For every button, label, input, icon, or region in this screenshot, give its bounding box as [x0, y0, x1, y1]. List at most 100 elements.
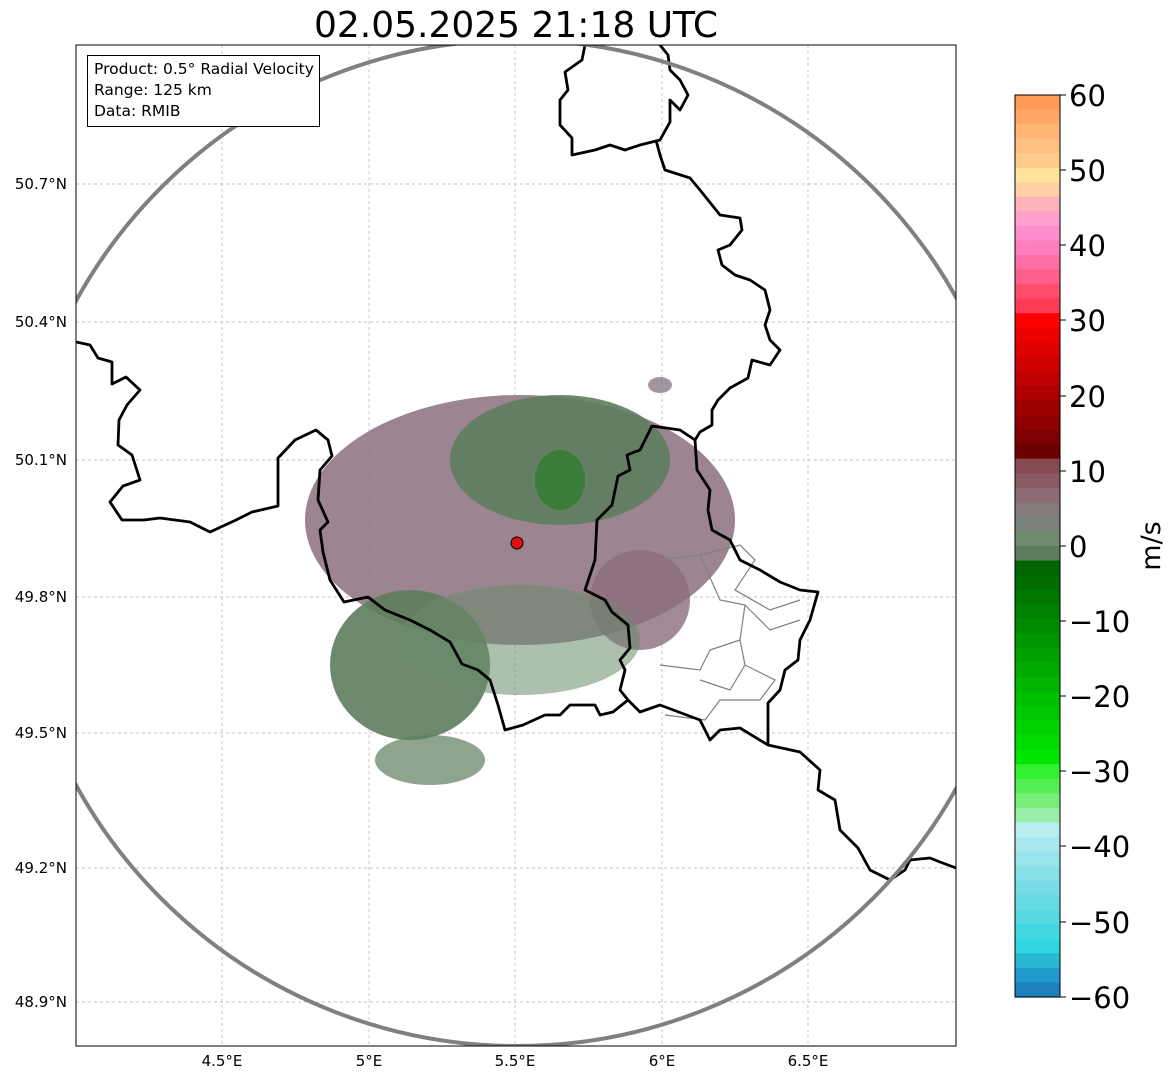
colorbar-tick-label: 20 [1069, 380, 1106, 414]
colorbar-band [1015, 153, 1060, 169]
colorbar-band [1015, 706, 1060, 722]
colorbar-band [1015, 924, 1060, 940]
colorbar-band [1015, 385, 1060, 402]
colorbar-band [1015, 575, 1060, 591]
colorbar-tick-label: −30 [1069, 755, 1130, 789]
colorbar-band [1015, 793, 1060, 809]
colorbar-band [1015, 225, 1060, 242]
colorbar-band [1015, 618, 1060, 634]
colorbar-tick-label: 10 [1069, 455, 1106, 489]
colorbar-band [1015, 95, 1060, 111]
colorbar-ticks [1060, 94, 1066, 998]
colorbar: 60 50 40 30 20 10 0 −10 −20 −30 −40 −50 … [1014, 79, 1167, 1015]
colorbar-tick-label: 30 [1069, 304, 1106, 338]
lon-tick-label: 5.5°E [495, 1052, 536, 1070]
colorbar-band [1015, 124, 1060, 140]
colorbar-bands [1015, 95, 1060, 998]
colorbar-band [1015, 691, 1060, 707]
colorbar-tick-label: −50 [1069, 906, 1130, 940]
radar-echoes [305, 377, 735, 785]
colorbar-band [1015, 953, 1060, 969]
lon-tick-labels: 4.5°E 5°E 5.5°E 6°E 6.5°E [202, 1052, 829, 1070]
lon-tick-label: 4.5°E [202, 1052, 243, 1070]
colorbar-tick-label: 60 [1069, 79, 1106, 113]
colorbar-band [1015, 546, 1060, 562]
colorbar-band [1015, 647, 1060, 663]
colorbar-band [1015, 589, 1060, 605]
colorbar-band [1015, 676, 1060, 693]
colorbar-band [1015, 356, 1060, 373]
colorbar-band [1015, 473, 1060, 489]
colorbar-tick-label: −40 [1069, 830, 1130, 864]
colorbar-band [1015, 502, 1060, 518]
colorbar-band [1015, 400, 1060, 416]
colorbar-unit-label: m/s [1136, 521, 1167, 570]
colorbar-band [1015, 662, 1060, 678]
lat-tick-label: 50.1°N [15, 451, 67, 469]
lat-tick-label: 49.2°N [15, 859, 67, 877]
colorbar-band [1015, 109, 1060, 125]
colorbar-band [1015, 938, 1060, 954]
colorbar-band [1015, 836, 1060, 853]
colorbar-band [1015, 764, 1060, 780]
colorbar-band [1015, 720, 1060, 736]
colorbar-band [1015, 487, 1060, 503]
colorbar-band [1015, 255, 1060, 271]
colorbar-band [1015, 240, 1060, 256]
colorbar-band [1015, 735, 1060, 751]
colorbar-band [1015, 444, 1060, 460]
colorbar-band [1015, 778, 1060, 794]
colorbar-band [1015, 531, 1060, 547]
map-frame [75, 44, 957, 1047]
lat-tick-labels: 50.7°N 50.4°N 50.1°N 49.8°N 49.5°N 49.2°… [15, 175, 67, 1011]
radar-site-marker [510, 536, 524, 550]
colorbar-band [1015, 851, 1060, 867]
colorbar-band [1015, 880, 1060, 896]
lat-tick-label: 50.4°N [15, 313, 67, 331]
colorbar-band [1015, 182, 1060, 198]
lat-tick-label: 49.8°N [15, 588, 67, 606]
national-borders [76, 340, 956, 882]
colorbar-tick-label: 0 [1069, 530, 1087, 564]
colorbar-band [1015, 967, 1060, 984]
colorbar-band [1015, 458, 1060, 474]
lat-tick-label: 48.9°N [15, 993, 67, 1011]
national-borders-north [558, 45, 782, 441]
colorbar-band [1015, 807, 1060, 824]
map-title: 02.05.2025 21:18 UTC [313, 5, 719, 46]
colorbar-band [1015, 211, 1060, 227]
colorbar-band [1015, 298, 1060, 314]
lon-tick-label: 6.5°E [788, 1052, 829, 1070]
lon-tick-label: 6°E [649, 1052, 676, 1070]
colorbar-band [1015, 982, 1060, 998]
colorbar-band [1015, 167, 1060, 183]
colorbar-tick-label: −20 [1069, 680, 1130, 714]
colorbar-tick-label: −60 [1069, 981, 1130, 1015]
province-borders [659, 544, 801, 721]
colorbar-band [1015, 342, 1060, 358]
colorbar-band [1015, 822, 1060, 838]
colorbar-tick-label: −10 [1069, 605, 1130, 639]
colorbar-tick-label: 40 [1069, 229, 1106, 263]
colorbar-band [1015, 327, 1060, 343]
info-product: Product: 0.5° Radial Velocity [94, 60, 314, 78]
colorbar-band [1015, 560, 1060, 576]
info-range: Range: 125 km [94, 81, 212, 99]
colorbar-band [1015, 269, 1060, 285]
colorbar-band [1015, 429, 1060, 445]
info-box: Product: 0.5° Radial Velocity Range: 125… [87, 55, 320, 127]
colorbar-band [1015, 313, 1060, 329]
colorbar-band [1015, 895, 1060, 911]
national-borders-south [627, 699, 769, 747]
lat-tick-label: 49.5°N [15, 724, 67, 742]
colorbar-band [1015, 749, 1060, 765]
colorbar-band [1015, 138, 1060, 154]
colorbar-band [1015, 909, 1060, 925]
colorbar-band [1015, 371, 1060, 387]
colorbar-band [1015, 866, 1060, 882]
lon-tick-label: 5°E [356, 1052, 383, 1070]
colorbar-band [1015, 604, 1060, 620]
colorbar-band [1015, 415, 1060, 431]
colorbar-tick-label: 50 [1069, 154, 1106, 188]
